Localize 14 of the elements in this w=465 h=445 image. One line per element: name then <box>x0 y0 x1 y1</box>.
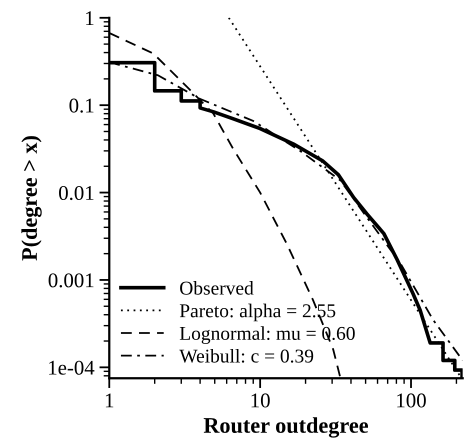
y-axis-title: P(degree > x) <box>21 136 42 261</box>
legend-label: Observed <box>180 281 254 295</box>
x-tick-label: 1 <box>106 394 114 408</box>
y-tick-label: 0.001 <box>48 273 94 288</box>
y-tick-label: 0.01 <box>59 186 94 200</box>
x-axis-title: Router outdegree <box>204 417 368 438</box>
legend-label: Weibull: c = 0.39 <box>179 348 314 363</box>
legend-label: Lognormal: mu = 0.60 <box>180 326 355 344</box>
y-tick-label: 0.1 <box>69 98 94 113</box>
x-tick-label: 100 <box>397 393 426 408</box>
x-tick-label: 10 <box>252 393 270 408</box>
legend-label: Pareto: alpha = 2.55 <box>180 304 336 322</box>
y-tick-label: 1e-04 <box>49 360 94 375</box>
y-tick-label: 1 <box>86 11 94 26</box>
